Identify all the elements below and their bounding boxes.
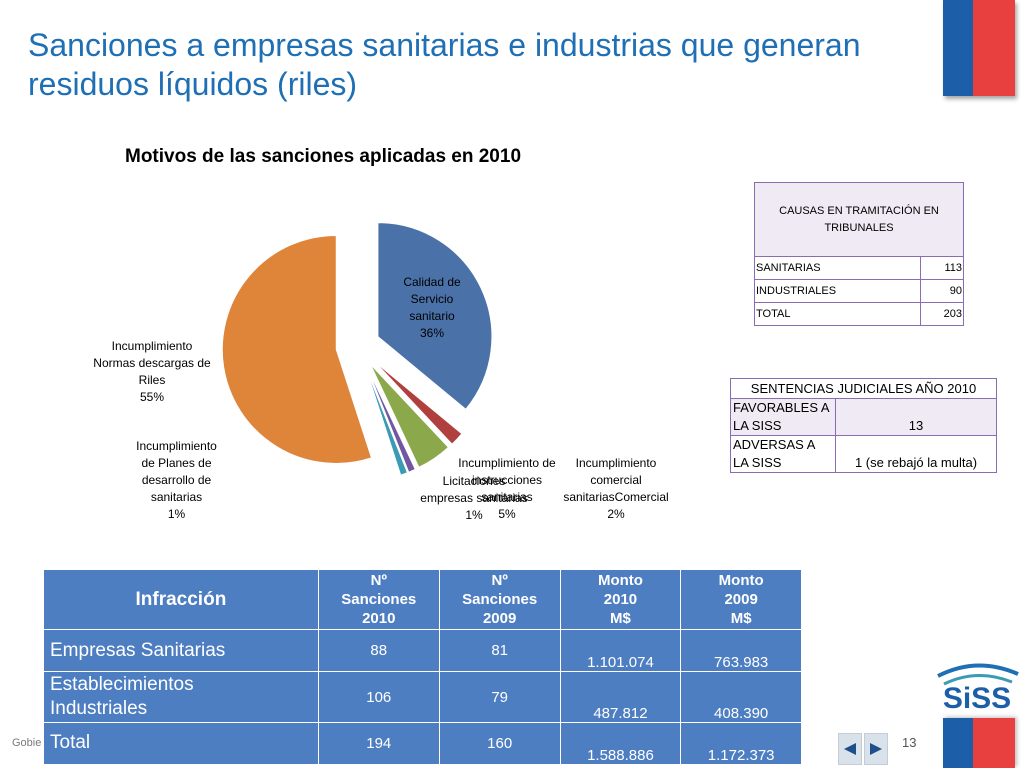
- sentencias-value: 1 (se rebajó la multa): [835, 435, 997, 473]
- table-row: Establecimientos Industriales 106 79 487.…: [43, 671, 802, 723]
- next-slide-button[interactable]: [864, 733, 888, 765]
- siss-logo: SiSS: [937, 663, 1019, 714]
- cell-monto-2010: 1.588.886: [559, 722, 682, 765]
- causas-label: SANITARIAS: [753, 256, 922, 280]
- table-row: ADVERSAS A LA SISS 1 (se rebajó la multa…: [730, 435, 997, 473]
- column-header: Infracción: [43, 569, 319, 630]
- causas-label: INDUSTRIALES: [753, 279, 922, 303]
- flag-decoration-top: [943, 0, 1015, 96]
- pie-slice-0: [377, 222, 493, 411]
- cell-sanciones-2010: 88: [317, 629, 440, 672]
- sentencias-table: SENTENCIAS JUDICIALES AÑO 2010 FAVORABLE…: [730, 378, 997, 473]
- triangle-right-icon: [870, 743, 882, 755]
- cell-monto-2010: 487.812: [559, 671, 682, 723]
- cell-monto-2009: 763.983: [680, 629, 802, 672]
- cell-monto-2009: 1.172.373: [680, 722, 802, 765]
- causas-tramitacion-table: CAUSAS EN TRAMITACIÓN EN TRIBUNALES SANI…: [753, 182, 964, 326]
- cell-monto-2009: 408.390: [680, 671, 802, 723]
- pie-slice-2: [369, 363, 450, 469]
- row-name: Establecimientos Industriales: [43, 671, 319, 723]
- row-name: Total: [43, 722, 319, 765]
- table-row: SANITARIAS 113: [753, 256, 964, 280]
- column-header: Nº Sanciones 2009: [438, 569, 561, 630]
- slice-label-instrucciones: Incumplimiento de instrucciones sanitari…: [458, 456, 556, 521]
- slice-label-comercial: Incumplimiento comercial sanitariasComer…: [563, 456, 669, 521]
- slice-label-calidad-servicio: Calidad de Servicio sanitario 36%: [403, 275, 461, 340]
- sentencias-header: SENTENCIAS JUDICIALES AÑO 2010: [730, 378, 997, 399]
- cell-monto-2010: 1.101.074: [559, 629, 682, 672]
- table-row: TOTAL 203: [753, 302, 964, 326]
- cell-sanciones-2009: 160: [438, 722, 561, 765]
- table-row: Total 194 160 1.588.886 1.172.373: [43, 722, 802, 765]
- page-number: 13: [902, 735, 917, 750]
- column-header: Monto 2010 M$: [559, 569, 682, 630]
- row-name: Empresas Sanitarias: [43, 629, 319, 672]
- table-row: FAVORABLES A LA SISS 13: [730, 398, 997, 436]
- causas-header: CAUSAS EN TRAMITACIÓN EN TRIBUNALES: [754, 182, 964, 257]
- table-header-row: Infracción Nº Sanciones 2010 Nº Sanciones 20…: [43, 569, 802, 630]
- sentencias-value: 13: [835, 398, 997, 436]
- cell-sanciones-2010: 194: [317, 722, 440, 765]
- pie-slice-5: [221, 234, 373, 464]
- pie-slice-1: [373, 360, 463, 445]
- table-row: Empresas Sanitarias 88 81 1.101.074 763.…: [43, 629, 802, 672]
- prev-slide-button[interactable]: [838, 733, 862, 765]
- chart-title: Motivos de las sanciones aplicadas en 20…: [125, 146, 522, 167]
- slice-label-licitaciones: Licitaciones empresas sanitarias 1%: [420, 474, 528, 522]
- cell-sanciones-2010: 106: [317, 671, 440, 723]
- triangle-left-icon: [844, 743, 856, 755]
- flag-decoration-bottom: [943, 718, 1015, 768]
- column-header: Nº Sanciones 2010: [317, 569, 440, 630]
- column-header: Monto 2009 M$: [680, 569, 802, 630]
- causas-label: TOTAL: [753, 302, 922, 326]
- svg-text:SiSS: SiSS: [943, 682, 1011, 714]
- pie-slice-3: [366, 365, 416, 473]
- footer-text: Gobie: [12, 737, 42, 749]
- cell-sanciones-2009: 79: [438, 671, 561, 723]
- slice-label-normas-riles: Incumplimiento Normas descargas de Riles…: [93, 339, 211, 404]
- slide-title: Sanciones a empresas sanitarias e indust…: [28, 27, 861, 102]
- infracciones-table: Infracción Nº Sanciones 2010 Nº Sanciones 20…: [43, 569, 802, 765]
- cell-sanciones-2009: 81: [438, 629, 561, 672]
- sentencias-label: ADVERSAS A LA SISS: [730, 435, 836, 473]
- pie-slice-4: [364, 366, 409, 476]
- table-row: INDUSTRIALES 90: [753, 279, 964, 303]
- causas-value: 90: [920, 279, 964, 303]
- sentencias-label: FAVORABLES A LA SISS: [730, 398, 836, 436]
- causas-value: 113: [920, 256, 964, 280]
- slice-label-planes-desarrollo: Incumplimiento de Planes de desarrollo d…: [136, 439, 217, 521]
- causas-value: 203: [920, 302, 964, 326]
